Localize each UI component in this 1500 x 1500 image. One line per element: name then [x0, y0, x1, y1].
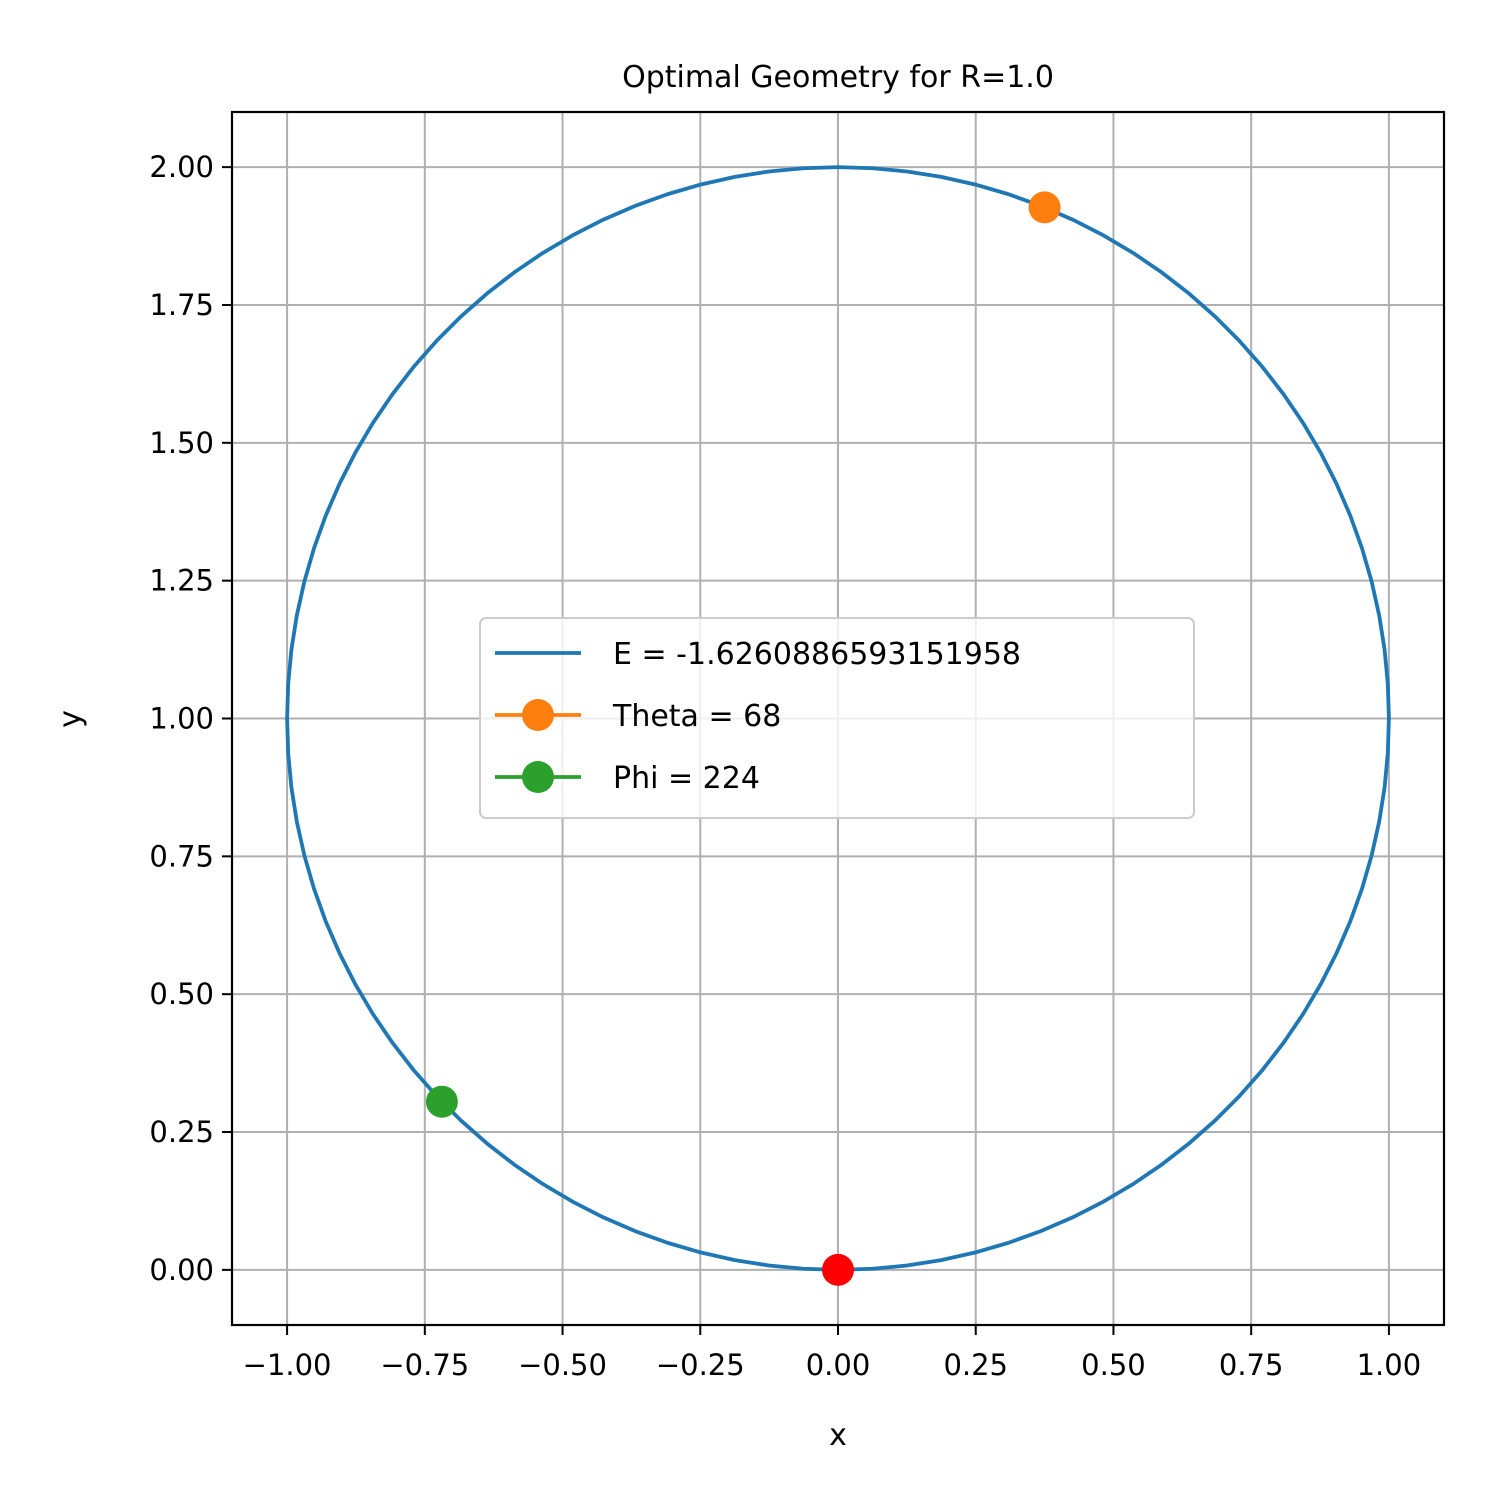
plot-data — [285, 165, 1391, 1286]
legend-marker — [522, 699, 554, 731]
y-tick-label: 2.00 — [149, 150, 214, 184]
x-tick-label: 0.25 — [943, 1348, 1008, 1382]
origin-point — [822, 1253, 854, 1286]
x-tick-label: 0.00 — [806, 1348, 871, 1382]
marker-point — [425, 1085, 458, 1118]
legend-label: Phi = 224 — [613, 761, 760, 796]
legend: E = -1.6260886593151958 Theta = 68 Phi = 2… — [479, 617, 1195, 819]
legend-label: Theta = 68 — [612, 699, 781, 734]
ticks: −1.00 −0.75 −0.50 −0.25 0.00 0.25 0.50 0.75 1.00… — [149, 150, 1421, 1382]
y-tick-label: 0.25 — [149, 1115, 214, 1149]
circle-line — [285, 165, 1391, 1272]
x-tick-label: −0.50 — [518, 1348, 607, 1382]
x-tick-label: −0.25 — [656, 1348, 745, 1382]
y-tick-label: 1.50 — [149, 426, 214, 460]
legend-box — [479, 617, 1195, 819]
y-tick-label: 0.50 — [149, 977, 214, 1011]
x-tick-label: −0.75 — [380, 1348, 469, 1382]
y-axis-label: y — [53, 710, 88, 728]
legend-marker — [522, 761, 554, 793]
x-tick-label: 1.00 — [1357, 1348, 1422, 1382]
y-tick-label: 1.00 — [149, 702, 214, 736]
chart-title: Optimal Geometry for R=1.0 — [622, 60, 1054, 95]
x-tick-label: 0.50 — [1081, 1348, 1146, 1382]
x-axis-label: x — [829, 1418, 847, 1453]
y-tick-label: 1.25 — [149, 564, 214, 598]
x-tick-label: −1.00 — [243, 1348, 332, 1382]
y-tick-label: 1.75 — [149, 288, 214, 322]
y-tick-label: 0.00 — [149, 1253, 214, 1287]
y-tick-label: 0.75 — [149, 839, 214, 873]
marker-point — [1028, 191, 1061, 224]
legend-label: E = -1.6260886593151958 — [613, 637, 1021, 672]
x-tick-label: 0.75 — [1219, 1348, 1284, 1382]
